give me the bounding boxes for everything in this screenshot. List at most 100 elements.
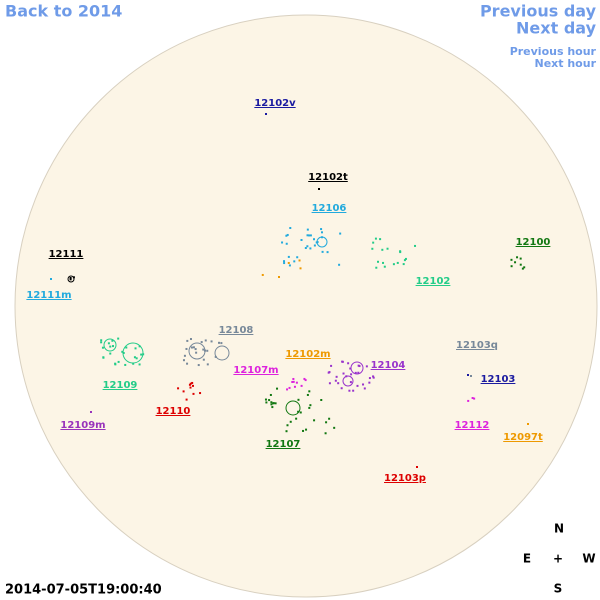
sunspot	[321, 231, 324, 234]
back-link[interactable]: Back to 2014	[5, 2, 122, 21]
region-label: 12103	[481, 374, 516, 385]
sunspot	[286, 388, 289, 391]
sunspot	[327, 371, 330, 374]
sunspot	[316, 241, 319, 244]
sunspot	[197, 364, 200, 367]
sunspot	[341, 360, 344, 363]
sunspot	[298, 259, 301, 262]
sunspot	[177, 387, 180, 390]
sunspot	[195, 351, 198, 354]
compass-south: S	[554, 582, 563, 596]
sunspot	[199, 392, 202, 395]
sunspot	[138, 345, 141, 348]
solar-disc	[14, 14, 598, 598]
sunspot	[375, 266, 378, 269]
sunspot	[358, 365, 361, 368]
sunspot	[368, 381, 371, 384]
region-label: 12107m	[233, 365, 278, 376]
sunspot	[186, 362, 189, 365]
sunspot	[356, 384, 359, 387]
sunspot	[202, 358, 205, 361]
sunspot	[218, 341, 221, 344]
sunspot	[90, 411, 92, 413]
sunspot	[190, 346, 193, 349]
sunspot	[349, 381, 352, 384]
next-hour-link[interactable]: Next hour	[535, 57, 597, 70]
sunspot	[399, 251, 402, 254]
sunspot	[381, 248, 384, 251]
sunspot	[352, 389, 355, 392]
sunspot	[347, 362, 350, 365]
sunspot	[527, 423, 529, 425]
sunspot	[368, 377, 371, 380]
sunspot	[362, 383, 365, 386]
sunspot	[300, 239, 303, 242]
previous-day-link[interactable]: Previous day	[480, 2, 597, 21]
sunspot	[286, 424, 289, 427]
sunspot	[377, 260, 380, 263]
sunspot	[392, 263, 395, 266]
sunspot	[365, 365, 368, 368]
sunspot	[350, 373, 353, 376]
sunspot	[287, 255, 290, 258]
compass-east: E	[523, 552, 531, 566]
sunspot	[300, 384, 303, 387]
sunspot	[299, 411, 302, 414]
sunspot-umbra	[285, 400, 301, 416]
sunspot	[297, 410, 300, 413]
sunspot	[191, 384, 194, 387]
sunspot	[202, 348, 205, 351]
sunspot	[335, 375, 338, 378]
sunspot	[473, 397, 476, 400]
sunspot	[192, 346, 195, 349]
sunspot	[109, 352, 112, 355]
sunspot	[269, 393, 272, 396]
sunspot	[308, 234, 311, 237]
sunspot	[313, 419, 316, 422]
sunspot	[372, 376, 375, 379]
previous-hour-link[interactable]: Previous hour	[510, 45, 597, 58]
sunspot	[382, 261, 385, 264]
compass-west: W	[582, 552, 595, 566]
sunspot	[111, 339, 114, 342]
sunspot	[339, 232, 342, 235]
sunspot	[278, 276, 281, 279]
next-day-link[interactable]: Next day	[516, 19, 597, 38]
sunspot	[285, 430, 288, 433]
sunspot-umbra	[316, 236, 328, 248]
sunspot	[306, 393, 309, 396]
sunspot	[328, 382, 331, 385]
sunspot	[357, 371, 360, 374]
sunspot	[270, 401, 273, 404]
sunspot	[296, 256, 299, 259]
region-label: 12102	[416, 276, 451, 287]
sunspot	[50, 278, 52, 280]
sunspot	[467, 399, 470, 402]
sunspot	[265, 113, 267, 115]
sunspot	[416, 466, 418, 468]
sunspot	[324, 432, 327, 435]
sunspot	[138, 363, 141, 366]
sunspot	[372, 241, 375, 244]
sunspot	[189, 338, 192, 341]
sunspot-umbra	[67, 275, 75, 283]
region-label: 12100	[516, 237, 551, 248]
sunspot-umbra	[103, 338, 117, 352]
sunspot	[192, 392, 195, 395]
region-label: 12109	[103, 380, 138, 391]
sunspot	[69, 278, 72, 281]
sunspot	[291, 380, 294, 383]
sunspot	[363, 387, 366, 390]
sunspot	[293, 385, 296, 388]
sunspot	[374, 237, 377, 240]
sunspot	[325, 421, 328, 424]
sunspot	[304, 379, 307, 382]
sunspot	[288, 386, 291, 389]
sunspot	[274, 402, 277, 405]
sunspot	[107, 342, 110, 345]
sunspot	[102, 356, 105, 359]
sunspot	[383, 265, 386, 268]
sunspot	[386, 247, 389, 250]
sunspot	[264, 398, 267, 401]
